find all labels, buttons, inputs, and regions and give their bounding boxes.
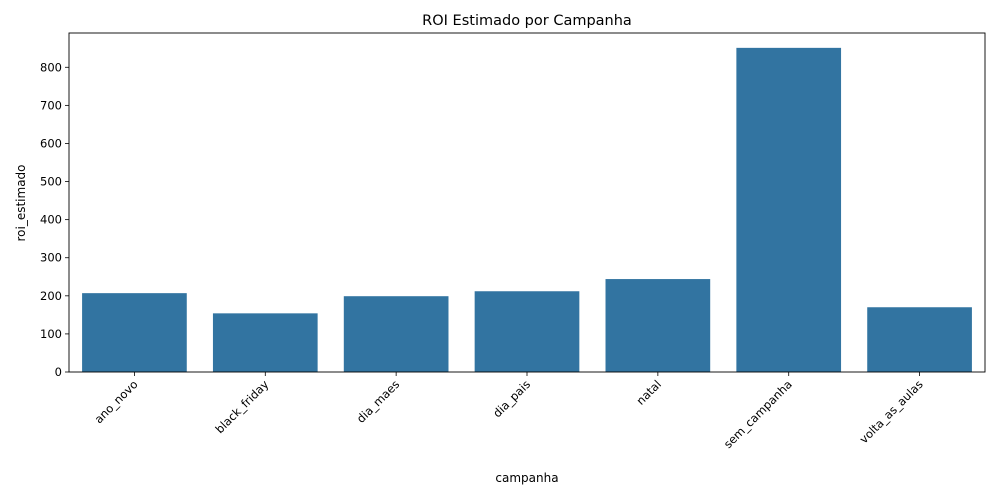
y-axis: 0 100 200 300 400 500 600 700 800 [40,60,69,379]
y-tick-label: 600 [40,136,62,150]
y-tick-label: 200 [40,289,62,303]
chart-title: ROI Estimado por Campanha [422,13,632,29]
y-tick-label: 800 [40,60,62,74]
bar-ano_novo [82,293,187,372]
bar-natal [605,279,711,372]
bar-dia_pais [474,291,580,372]
bars-group [82,47,972,373]
x-tick-label-sem_campanha: sem_campanha [721,377,795,451]
y-tick-label: 700 [40,98,62,112]
y-tick-label: 100 [40,327,62,341]
bar-sem_campanha [736,47,842,373]
bar-volta_as_aulas [867,307,972,372]
x-axis-label: campanha [495,471,558,485]
plot-frame [68,32,986,373]
bar-dia_maes [343,296,449,372]
y-tick-label: 400 [40,213,62,227]
y-tick-label: 300 [40,251,62,265]
x-tick-label-dia_pais: dia_pais [490,377,533,420]
x-axis: ano_novo black_friday dia_maes dia_pais nata… [92,372,926,451]
y-tick-label: 0 [55,365,62,379]
y-tick-label: 500 [40,175,62,189]
x-tick-label-volta_as_aulas: volta_as_aulas [857,377,926,446]
bar-black_friday [212,313,318,372]
x-tick-label-ano_novo: ano_novo [92,377,141,426]
x-tick-label-black_friday: black_friday [212,377,271,436]
x-tick-label-dia_maes: dia_maes [354,377,403,426]
x-tick-label-natal: natal [634,377,664,407]
y-axis-label: roi_estimado [14,164,28,241]
